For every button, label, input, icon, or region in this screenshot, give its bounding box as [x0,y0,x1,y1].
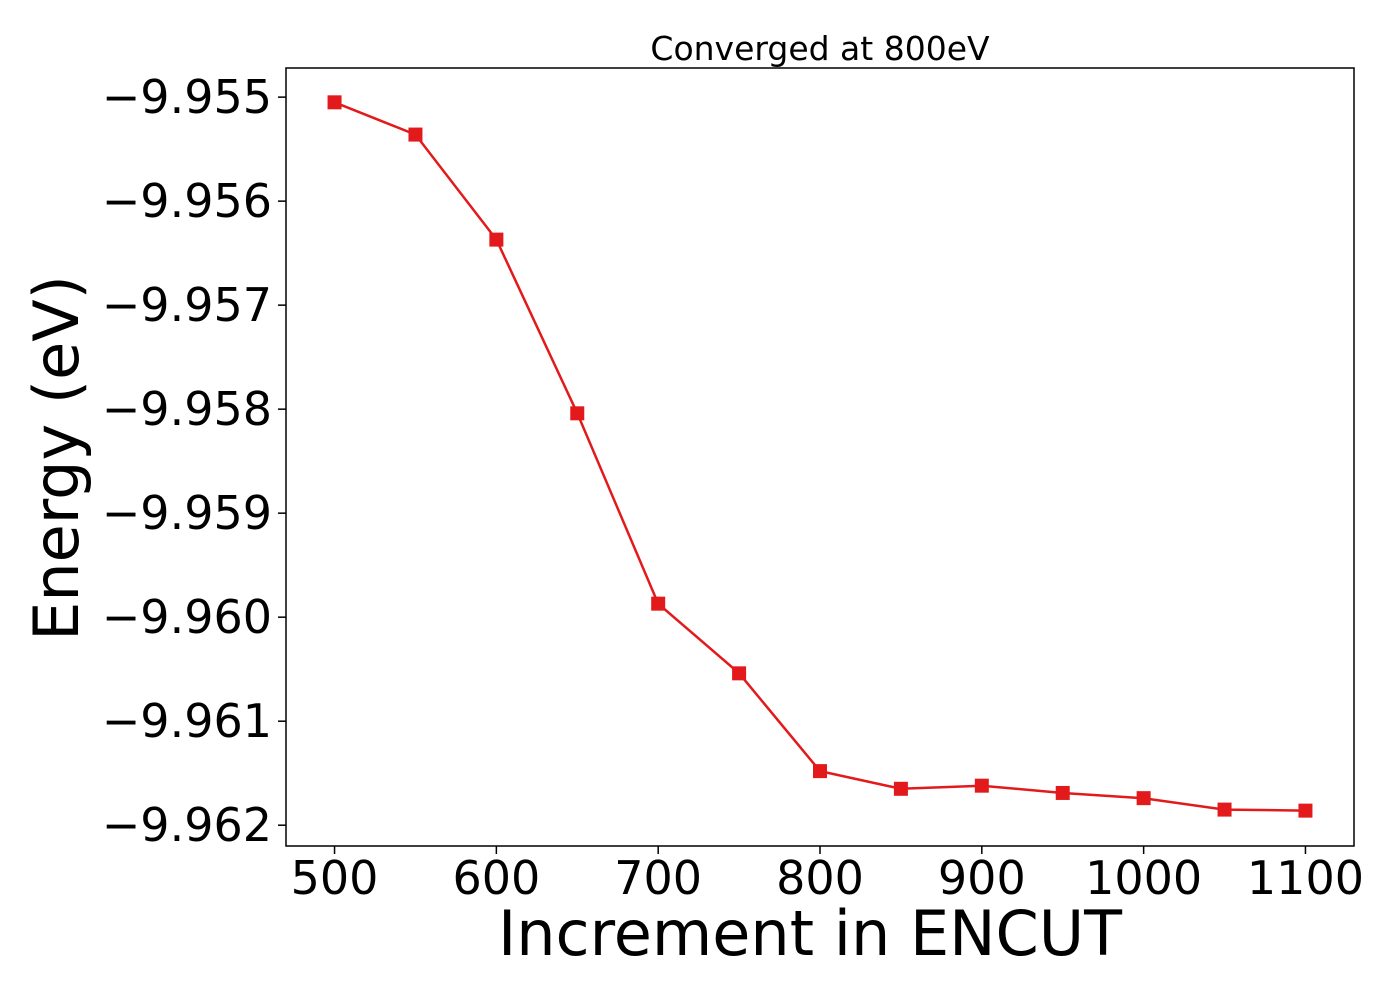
plot-frame [285,67,1355,847]
y-tick-label: −9.958 [102,382,272,436]
y-tick-label: −9.959 [102,486,272,540]
x-tick-label: 500 [291,851,379,905]
x-tick-label: 600 [452,851,540,905]
series-line [334,101,1306,812]
data-point [1055,785,1070,800]
x-tick-label: 800 [776,851,864,905]
x-tick-label: 700 [614,851,702,905]
y-axis-label: Energy (eV) [20,275,93,641]
data-point [489,232,504,247]
x-tick-label: 900 [938,851,1026,905]
data-point [651,596,666,611]
y-tick-label: −9.956 [102,174,272,228]
y-tick-label: −9.962 [102,798,272,852]
data-point [732,666,747,681]
y-tick-label: −9.961 [102,694,272,748]
data-point [893,781,908,796]
data-point [1217,802,1232,817]
y-tick-label: −9.960 [102,590,272,644]
chart-title: Converged at 800eV [650,29,990,68]
data-point [1136,791,1151,806]
y-axis-ticks: −9.955 −9.956 −9.957 −9.958 −9.959 −9.960 −9.9… [102,70,286,852]
data-point [1298,803,1313,818]
data-series [327,95,1313,818]
data-point [813,764,827,779]
x-axis-ticks: 500 600 700 800 900 1000 1100 [291,846,1364,905]
x-tick-label: 1100 [1247,851,1364,905]
y-tick-label: −9.955 [102,70,272,124]
y-tick-label: −9.957 [102,278,272,332]
data-point [408,127,423,142]
data-point [327,95,342,110]
data-point [570,406,585,421]
x-axis-label: Increment in ENCUT [498,897,1123,970]
data-point [974,778,989,793]
x-tick-label: 1000 [1085,851,1202,905]
